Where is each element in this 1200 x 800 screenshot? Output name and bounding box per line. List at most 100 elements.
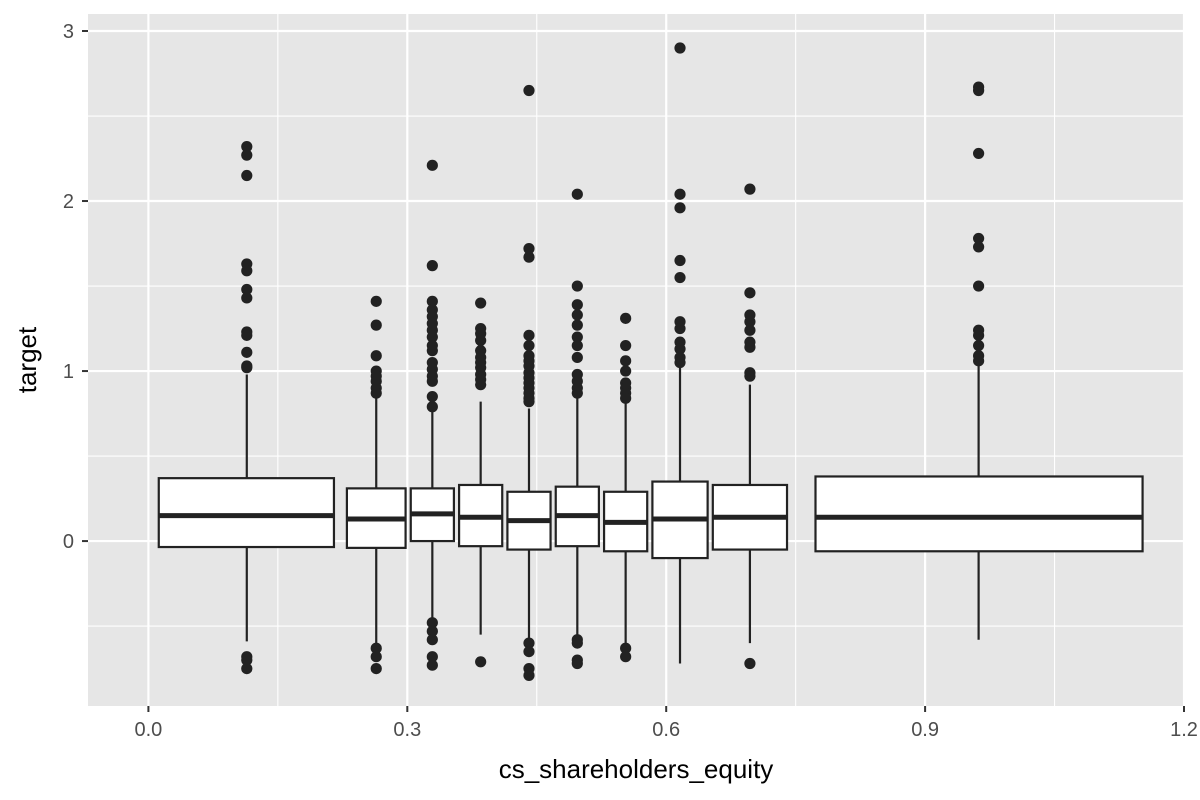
outlier-point bbox=[475, 379, 487, 391]
outlier-point bbox=[523, 396, 535, 408]
outlier-point bbox=[744, 370, 756, 382]
outlier-point bbox=[571, 387, 583, 399]
outlier-point bbox=[571, 637, 583, 649]
outlier-point bbox=[674, 42, 686, 54]
outlier-point bbox=[370, 295, 382, 307]
outlier-point bbox=[973, 329, 985, 341]
x-tick-label: 0.3 bbox=[393, 719, 421, 741]
outlier-point bbox=[523, 339, 535, 352]
outlier-point bbox=[620, 355, 632, 367]
box-group bbox=[814, 81, 1144, 640]
outlier-point bbox=[370, 662, 382, 675]
outlier-point bbox=[241, 329, 253, 341]
outlier-point bbox=[241, 292, 253, 304]
outlier-point bbox=[744, 657, 756, 670]
box-group bbox=[457, 297, 504, 668]
outlier-point bbox=[674, 356, 686, 369]
outlier-point bbox=[426, 390, 438, 403]
outlier-point bbox=[523, 329, 535, 341]
outlier-point bbox=[620, 312, 632, 324]
outlier-point bbox=[744, 287, 756, 299]
outlier-point bbox=[241, 149, 253, 161]
box-iqr bbox=[814, 475, 1144, 553]
outlier-point bbox=[523, 645, 535, 658]
outlier-point bbox=[620, 339, 632, 352]
outlier-point bbox=[426, 401, 438, 413]
outlier-point bbox=[674, 254, 686, 267]
outlier-point bbox=[973, 232, 985, 245]
y-tick-label: 0 bbox=[63, 531, 74, 553]
outlier-point bbox=[744, 183, 756, 195]
x-tick-label: 0.6 bbox=[652, 719, 680, 741]
outlier-point bbox=[241, 662, 253, 675]
outlier-point bbox=[571, 188, 583, 200]
outlier-point bbox=[241, 283, 253, 296]
outlier-point bbox=[426, 345, 438, 357]
box-group bbox=[651, 42, 709, 664]
y-tick-label: 2 bbox=[63, 191, 74, 213]
outlier-point bbox=[370, 350, 382, 362]
outlier-point bbox=[571, 657, 583, 670]
outlier-point bbox=[744, 324, 756, 336]
outlier-point bbox=[973, 241, 985, 253]
outlier-point bbox=[620, 642, 632, 654]
outlier-point bbox=[370, 651, 382, 663]
outlier-point bbox=[523, 251, 535, 263]
outlier-point bbox=[241, 362, 253, 374]
outlier-point bbox=[523, 669, 535, 681]
outlier-point bbox=[973, 339, 985, 352]
outlier-point bbox=[571, 280, 583, 292]
outlier-point bbox=[523, 637, 535, 649]
outlier-point bbox=[973, 280, 985, 292]
box-group bbox=[602, 312, 649, 663]
outlier-point bbox=[973, 355, 985, 367]
x-axis-title: cs_shareholders_equity bbox=[499, 754, 774, 784]
outlier-point bbox=[620, 392, 632, 404]
outlier-point bbox=[674, 343, 686, 355]
outlier-point bbox=[674, 202, 686, 214]
outlier-point bbox=[571, 351, 583, 364]
outlier-point bbox=[571, 331, 583, 343]
outlier-point bbox=[973, 84, 985, 97]
outlier-point bbox=[744, 341, 756, 353]
box-group bbox=[157, 141, 336, 675]
outlier-point bbox=[241, 169, 253, 182]
outlier-point bbox=[426, 375, 438, 387]
y-axis: 0 1 2 3 bbox=[63, 21, 88, 553]
outlier-point bbox=[973, 147, 985, 160]
outlier-point bbox=[426, 651, 438, 663]
outlier-point bbox=[370, 387, 382, 399]
outlier-point bbox=[241, 141, 253, 153]
x-tick-label: 0.0 bbox=[135, 719, 163, 741]
outlier-point bbox=[241, 265, 253, 277]
outlier-point bbox=[475, 334, 487, 347]
outlier-point bbox=[620, 365, 632, 377]
outlier-point bbox=[426, 331, 438, 343]
outlier-point bbox=[241, 346, 253, 358]
box-group bbox=[409, 159, 456, 671]
outlier-point bbox=[674, 271, 686, 284]
x-tick-label: 0.9 bbox=[911, 719, 939, 741]
box-group bbox=[554, 188, 600, 670]
x-axis: 0.0 0.3 0.6 0.9 1.2 bbox=[135, 706, 1198, 741]
outlier-point bbox=[523, 84, 535, 97]
outlier-point bbox=[475, 297, 487, 309]
x-tick-label: 1.2 bbox=[1170, 719, 1198, 741]
outlier-point bbox=[475, 656, 487, 668]
outlier-point bbox=[571, 319, 583, 331]
outlier-point bbox=[426, 260, 438, 272]
outlier-point bbox=[241, 654, 253, 666]
outlier-point bbox=[620, 651, 632, 663]
outlier-point bbox=[370, 319, 382, 331]
outlier-point bbox=[674, 188, 686, 200]
outlier-point bbox=[426, 659, 438, 671]
y-axis-title: target bbox=[12, 326, 42, 393]
y-tick-label: 1 bbox=[63, 361, 74, 383]
outlier-point bbox=[426, 159, 438, 171]
minor-gridlines bbox=[88, 14, 1184, 706]
box-group bbox=[711, 183, 789, 670]
box-group bbox=[506, 84, 552, 681]
y-tick-label: 3 bbox=[63, 21, 74, 43]
outlier-point bbox=[571, 339, 583, 352]
box-series bbox=[157, 42, 1144, 681]
